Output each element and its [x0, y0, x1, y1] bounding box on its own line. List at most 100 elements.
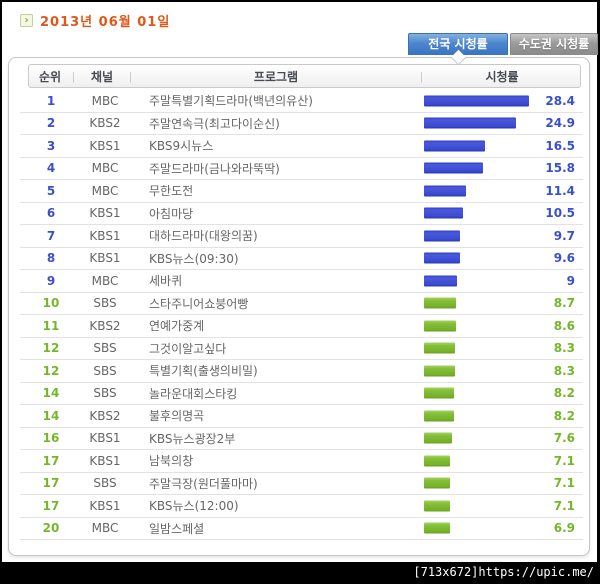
rating-cell: 6.9 [423, 518, 583, 540]
table-header-row: 순위 | 채널 | 프로그램 | 시청률 [28, 64, 581, 88]
rating-value: 6.9 [553, 521, 575, 536]
table-row: 7 KBS1 대하드라마(대왕의꿈) 9.7 [20, 225, 583, 248]
table-row: 1 MBC 주말특별기획드라마(백년의유산) 28.4 [20, 90, 583, 113]
column-divider: | [71, 69, 76, 83]
column-header-rating: 시청률 [485, 69, 519, 84]
rating-cell: 8.2 [423, 405, 583, 427]
rating-cell: 8.3 [423, 360, 583, 382]
rating-cell: 8.7 [423, 293, 583, 315]
rating-bar [424, 500, 451, 512]
table-row: 12 SBS 특별기획(출생의비밀) 8.3 [20, 360, 583, 383]
rating-bar [424, 185, 467, 197]
rating-bar [424, 342, 455, 354]
channel-cell: KBS1 [89, 251, 121, 266]
rank-cell: 8 [46, 251, 56, 266]
date-header: › 2013년 06월 01일 [20, 11, 170, 30]
channel-cell: KBS1 [89, 431, 121, 446]
rating-cell: 16.5 [423, 135, 583, 157]
channel-cell: MBC [91, 93, 119, 108]
rating-value: 9 [566, 273, 575, 288]
table-row: 17 SBS 주말극장(원더풀마마) 7.1 [20, 473, 583, 495]
tab-metro-ratings[interactable]: 수도권 시청률 [510, 33, 598, 55]
rank-cell: 12 [42, 363, 60, 378]
table-row: 16 KBS1 KBS뉴스광장2부 7.6 [20, 428, 583, 450]
program-cell: 주말드라마(금나와라뚝딱) [149, 161, 280, 176]
channel-cell: MBC [91, 183, 119, 198]
rating-bar [424, 95, 530, 107]
rank-cell: 11 [42, 318, 60, 333]
table-row: 14 KBS2 불후의명곡 8.2 [20, 405, 583, 428]
rank-cell: 3 [46, 138, 56, 153]
rating-bar [424, 455, 451, 467]
rating-bar [424, 365, 455, 377]
channel-cell: SBS [93, 341, 117, 356]
rating-value: 8.2 [553, 408, 575, 423]
program-cell: 주말극장(원더풀마마) [149, 476, 258, 491]
channel-cell: MBC [91, 521, 119, 536]
rank-cell: 10 [42, 296, 60, 311]
date-label: 2013년 06월 01일 [40, 15, 171, 30]
rating-value: 9.7 [553, 228, 575, 243]
page: › 2013년 06월 01일 전국 시청률 수도권 시청률 순위 | 채널 |… [2, 2, 598, 562]
program-cell: 세바퀴 [149, 274, 183, 289]
rank-cell: 1 [46, 93, 56, 108]
rating-bar [424, 432, 453, 444]
rating-bar [424, 162, 483, 174]
table-row: 3 KBS1 KBS9시뉴스 16.5 [20, 135, 583, 158]
table-row: 11 KBS2 연예가중계 8.6 [20, 315, 583, 338]
channel-cell: KBS1 [89, 228, 121, 243]
rating-value: 7.1 [553, 476, 575, 491]
rating-value: 11.4 [545, 183, 575, 198]
rating-cell: 7.6 [423, 428, 583, 450]
column-header-program: 프로그램 [253, 69, 299, 84]
rank-cell: 14 [42, 408, 60, 423]
table-body: 1 MBC 주말특별기획드라마(백년의유산) 28.4 2 KBS2 주말연속극(최고다이순… [20, 90, 583, 540]
rating-cell: 8.6 [423, 315, 583, 337]
rating-value: 8.3 [553, 341, 575, 356]
rank-cell: 20 [42, 521, 60, 536]
rating-value: 15.8 [545, 161, 575, 176]
rating-cell: 10.5 [423, 203, 583, 225]
channel-cell: KBS2 [89, 318, 121, 333]
rating-value: 8.2 [553, 386, 575, 401]
ratings-panel: 순위 | 채널 | 프로그램 | 시청률 1 MBC 주말특별기획드라마(백년의유산… [8, 49, 590, 556]
rank-cell: 9 [46, 273, 56, 288]
program-cell: 일밤스페셜 [149, 521, 205, 536]
rating-bar [424, 410, 455, 422]
rating-value: 7.1 [553, 453, 575, 468]
rating-bar [424, 207, 463, 219]
rating-value: 10.5 [545, 206, 575, 221]
rating-bar [424, 297, 457, 309]
rank-cell: 2 [46, 116, 56, 131]
table-row: 17 KBS1 KBS뉴스(12:00) 7.1 [20, 495, 583, 518]
program-cell: 주말특별기획드라마(백년의유산) [149, 94, 313, 109]
channel-cell: KBS2 [89, 408, 121, 423]
table-row: 20 MBC 일밤스페셜 6.9 [20, 518, 583, 540]
rating-cell: 15.8 [423, 158, 583, 180]
rating-value: 8.3 [553, 363, 575, 378]
program-cell: 연예가중계 [149, 319, 205, 334]
rank-cell: 5 [46, 183, 56, 198]
program-cell: 아침마당 [149, 206, 194, 221]
column-header-channel: 채널 [90, 69, 114, 84]
rating-value: 7.6 [553, 431, 575, 446]
program-cell: 남북의창 [149, 454, 194, 469]
rating-bar [424, 117, 517, 129]
rank-cell: 17 [42, 498, 60, 513]
column-divider: | [128, 69, 133, 83]
watermark-bar: [713x672]https://upic.me/ [0, 562, 600, 584]
program-cell: 무한도전 [149, 184, 194, 199]
column-divider: | [419, 69, 424, 83]
table-row: 14 SBS 놀라운대회스타킹 8.2 [20, 383, 583, 405]
tab-bar: 전국 시청률 수도권 시청률 [408, 33, 598, 55]
tab-national-ratings[interactable]: 전국 시청률 [408, 33, 508, 55]
rating-value: 8.6 [553, 318, 575, 333]
rating-cell: 11.4 [423, 180, 583, 202]
program-cell: 주말연속극(최고다이순신) [149, 116, 280, 131]
column-header-rank: 순위 [38, 69, 62, 84]
rating-cell: 8.3 [423, 338, 583, 360]
rating-bar [424, 522, 450, 534]
rating-bar [424, 252, 460, 264]
channel-cell: KBS2 [89, 116, 121, 131]
rating-value: 8.7 [553, 296, 575, 311]
